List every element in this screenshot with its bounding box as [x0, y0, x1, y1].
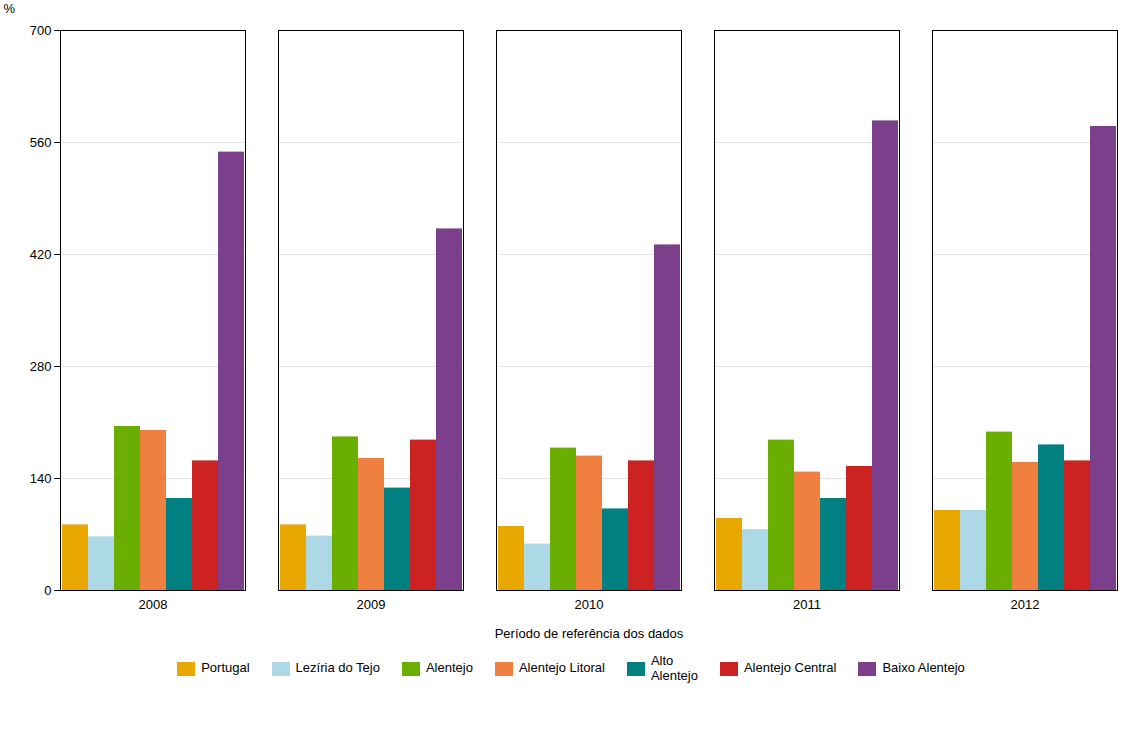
svg-text:2011: 2011 [793, 597, 821, 612]
svg-text:140: 140 [30, 471, 52, 486]
html-text:Alto Alentejo: Alto Alentejo [650, 653, 698, 683]
svg-text:Período de referência dos dado: Período de referência dos dados [495, 626, 684, 641]
svg-text:2012: 2012 [1011, 597, 1040, 612]
html-text:Alentejo: Alentejo [425, 660, 473, 676]
svg-text:700: 700 [30, 23, 52, 38]
svg-text:2010: 2010 [575, 597, 604, 612]
html-text:Alentejo Central: Alentejo Central [743, 660, 837, 676]
svg-text:420: 420 [30, 247, 52, 262]
svg-text:2008: 2008 [139, 597, 168, 612]
html-text:Portugal: Portugal [201, 660, 250, 676]
svg-text:560: 560 [30, 135, 52, 150]
html-text:Alentejo Litoral: Alentejo Litoral [518, 660, 605, 676]
svg-text:0: 0 [44, 583, 51, 598]
svg-text:280: 280 [30, 359, 52, 374]
html-text:Lezíria do Tejo: Lezíria do Tejo [295, 660, 380, 676]
html-text:Baixo Alentejo: Baixo Alentejo [882, 660, 965, 676]
svg-text:%: % [4, 1, 16, 16]
svg-text:2009: 2009 [357, 597, 386, 612]
